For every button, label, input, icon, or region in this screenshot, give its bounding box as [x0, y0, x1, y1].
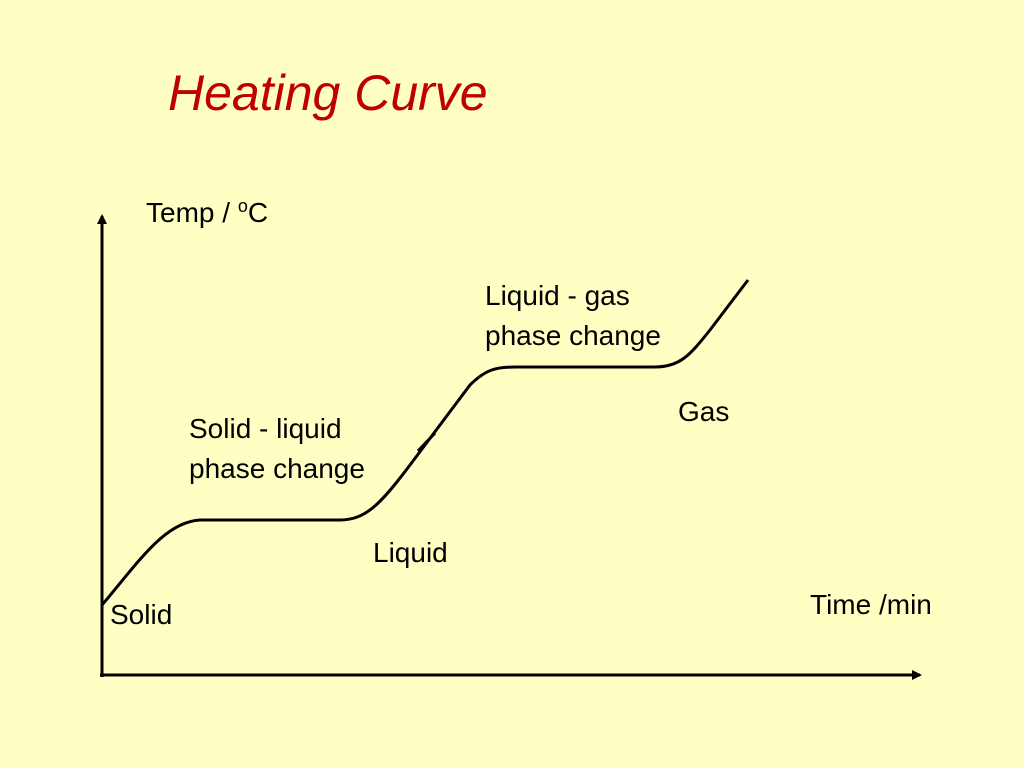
region-label: phase change	[189, 453, 365, 484]
region-label: phase change	[485, 320, 661, 351]
region-label: Solid	[110, 599, 172, 630]
y-axis-label: Temp / oC	[146, 196, 268, 228]
region-label: Gas	[678, 396, 729, 427]
slide-title: Heating Curve	[168, 65, 488, 121]
y-label-text: Temp /	[146, 197, 238, 228]
curve-tick	[416, 431, 437, 453]
region-label: Liquid - gas	[485, 280, 630, 311]
region-label: Solid - liquid	[189, 413, 342, 444]
y-label-unit: C	[248, 197, 268, 228]
heating-curve	[100, 279, 750, 606]
region-label: Liquid	[373, 537, 448, 568]
y-label-superscript: o	[238, 196, 248, 216]
x-axis-label: Time /min	[810, 589, 932, 620]
